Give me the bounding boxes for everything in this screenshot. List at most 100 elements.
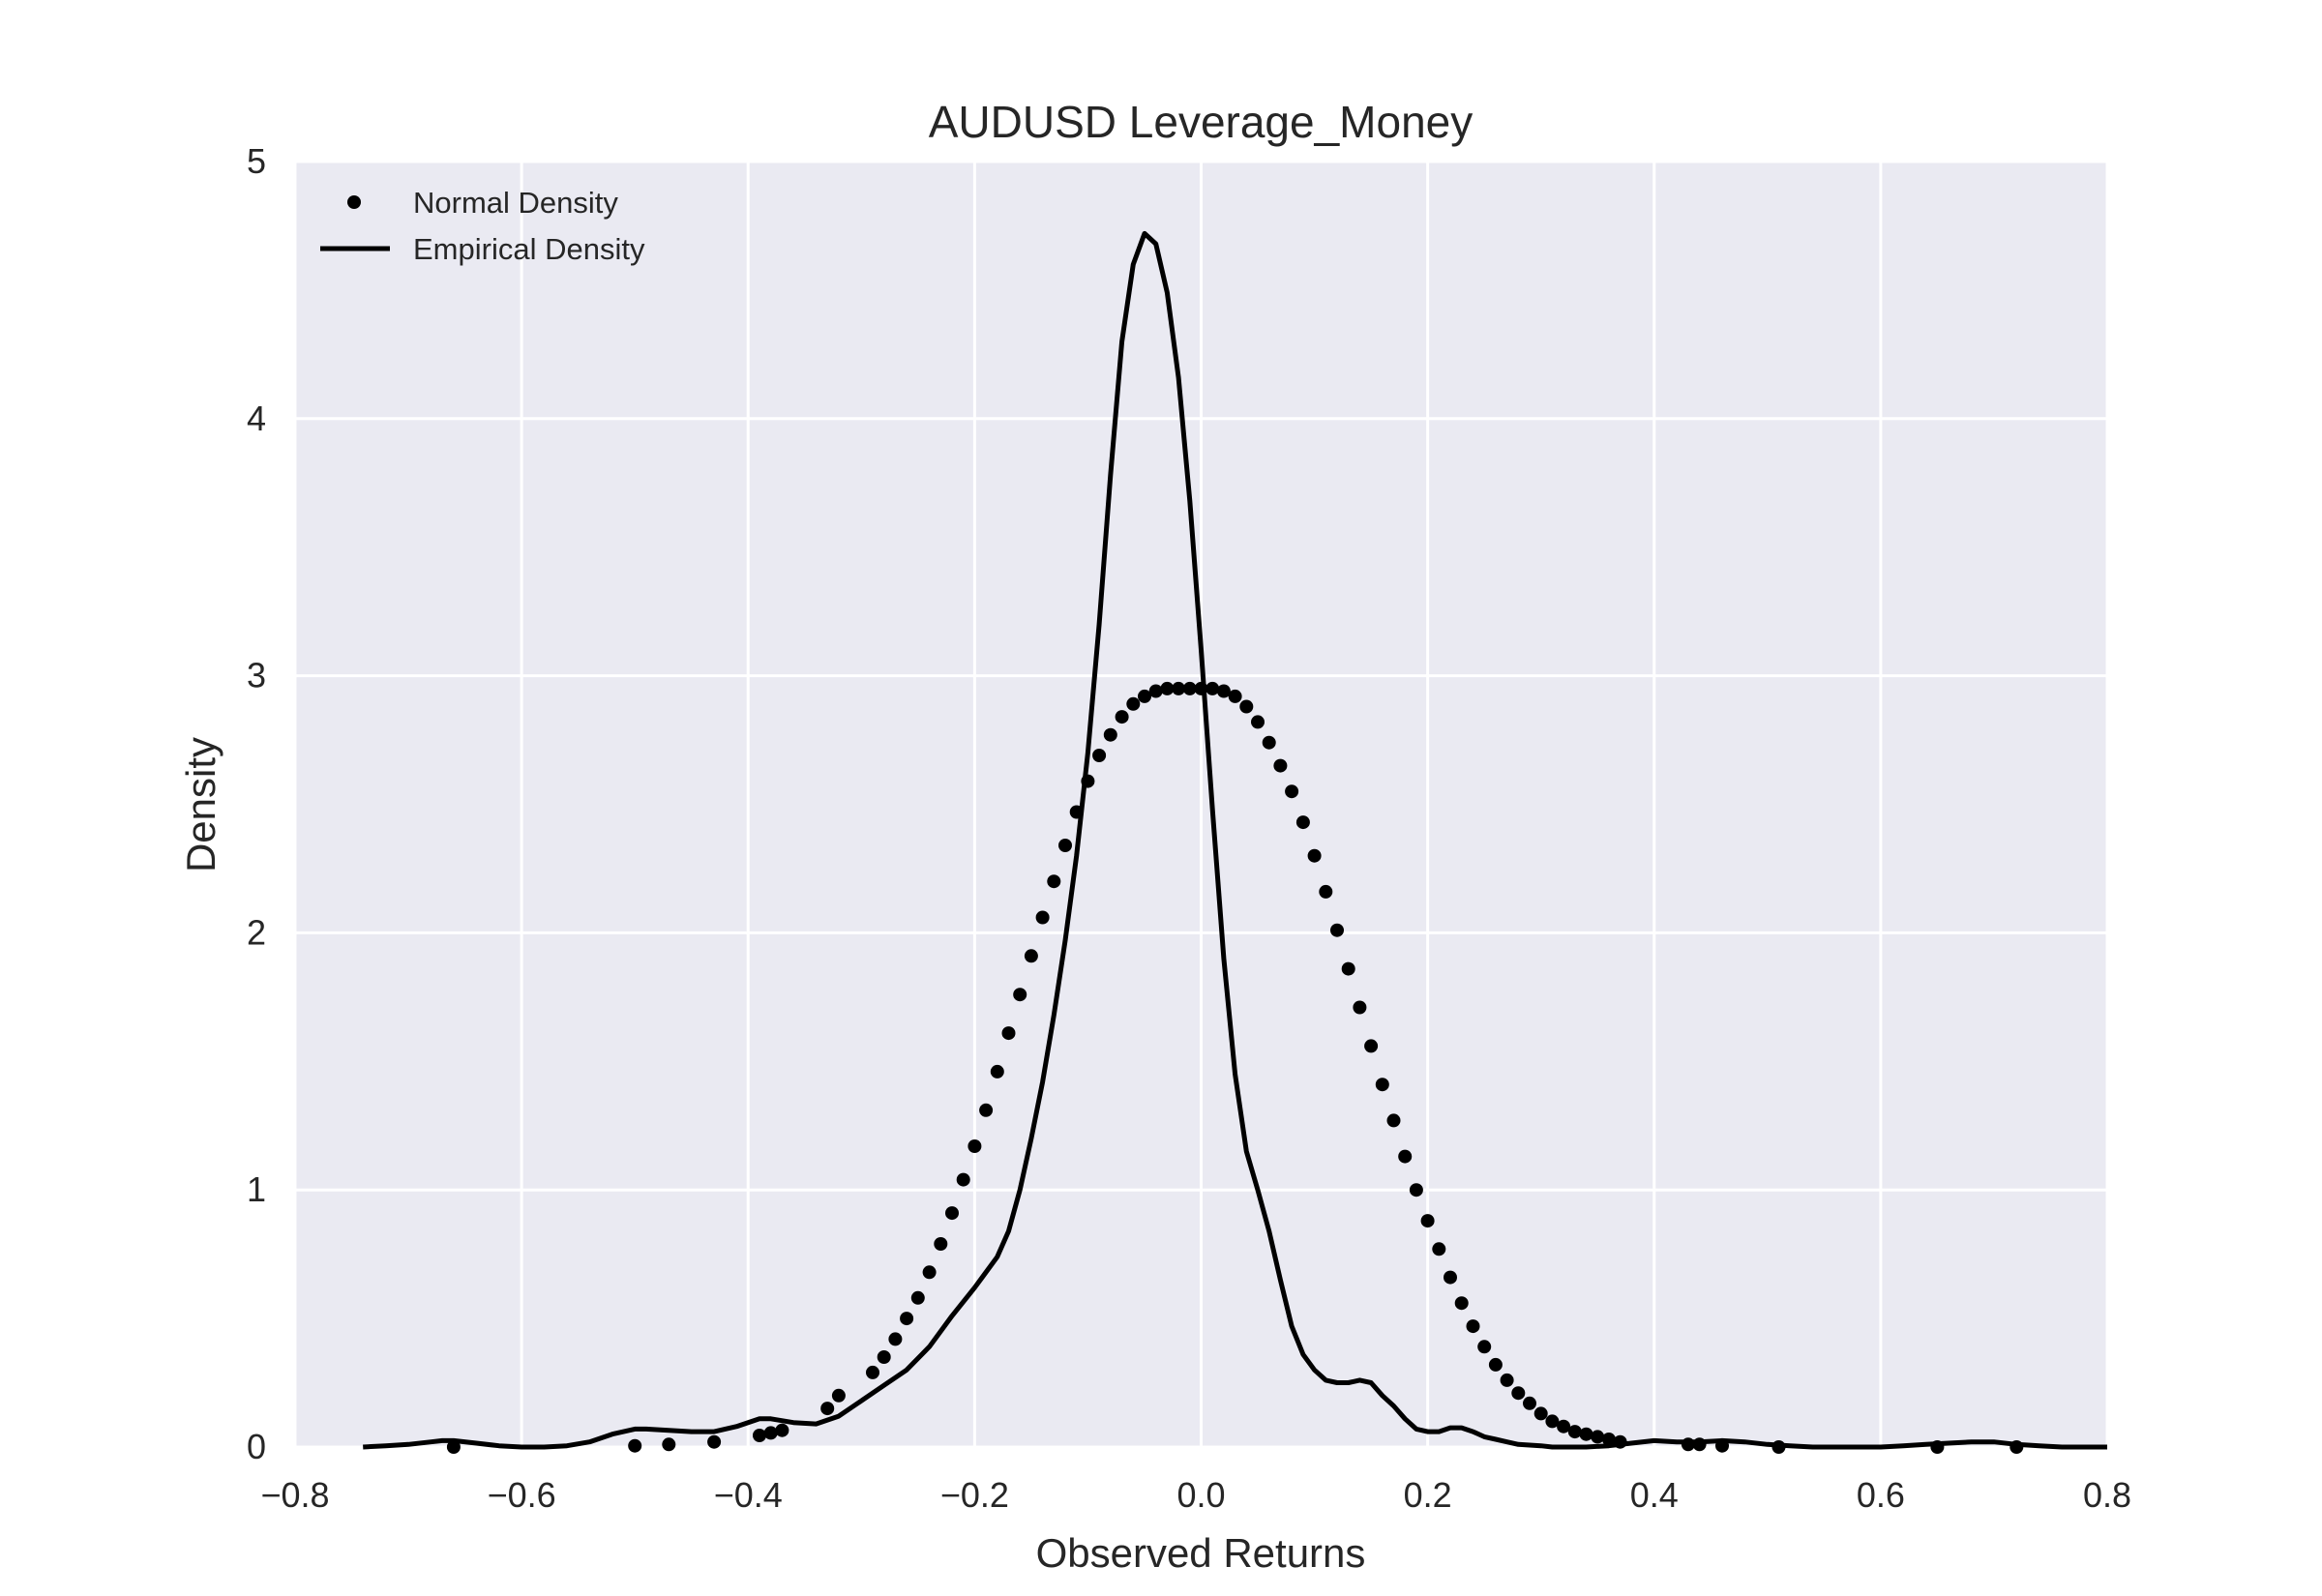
y-tick-label: 1 xyxy=(247,1169,266,1209)
normal-density-point xyxy=(1239,699,1254,714)
chart-title: AUDUSD Leverage_Money xyxy=(929,97,1474,147)
normal-density-point xyxy=(707,1434,722,1449)
normal-density-point xyxy=(1262,735,1276,750)
normal-density-point xyxy=(1069,805,1084,819)
normal-density-point xyxy=(1295,815,1310,830)
normal-density-point xyxy=(753,1429,766,1442)
normal-density-point xyxy=(1557,1419,1571,1433)
normal-density-point xyxy=(1567,1425,1582,1439)
normal-density-point xyxy=(1228,689,1242,703)
normal-density-point xyxy=(1115,710,1129,724)
normal-density-point xyxy=(1579,1427,1593,1441)
normal-density-point xyxy=(1511,1386,1526,1401)
x-tick-label: −0.4 xyxy=(714,1475,783,1515)
y-tick-label: 3 xyxy=(247,656,266,695)
x-tick-label: 0.4 xyxy=(1630,1475,1679,1515)
normal-density-point xyxy=(1024,949,1038,963)
legend: Normal Density Empirical Density xyxy=(320,186,645,266)
x-tick-label: 0.8 xyxy=(2083,1475,2131,1515)
normal-density-point xyxy=(1216,684,1231,698)
normal-density-point xyxy=(1375,1078,1389,1092)
normal-density-point xyxy=(1251,715,1265,729)
normal-density-point xyxy=(1035,910,1050,925)
normal-density-point xyxy=(1591,1430,1605,1444)
normal-density-point xyxy=(1081,774,1095,788)
normal-density-point xyxy=(1013,988,1027,1002)
normal-density-point xyxy=(1432,1242,1446,1256)
normal-density-point xyxy=(831,1388,846,1403)
x-tick-label: −0.6 xyxy=(488,1475,556,1515)
normal-density-point xyxy=(1341,961,1355,976)
normal-density-point xyxy=(877,1350,891,1364)
normal-density-point xyxy=(1148,684,1163,698)
x-tick-label: −0.8 xyxy=(260,1475,329,1515)
x-tick-label: 0.6 xyxy=(1857,1475,1905,1515)
normal-density-point xyxy=(628,1438,642,1453)
normal-density-point xyxy=(1533,1406,1548,1421)
normal-density-point xyxy=(1409,1183,1423,1197)
normal-density-point xyxy=(922,1265,937,1280)
normal-density-point xyxy=(1398,1149,1413,1164)
normal-density-point xyxy=(1420,1214,1435,1228)
legend-label-normal-density: Normal Density xyxy=(413,186,618,220)
normal-density-point xyxy=(1160,681,1175,695)
normal-density-point xyxy=(1353,1000,1367,1015)
normal-density-point xyxy=(1523,1396,1536,1410)
normal-density-point xyxy=(1194,681,1208,695)
normal-density-point xyxy=(1172,681,1186,695)
normal-density-point xyxy=(1206,681,1220,695)
y-tick-label: 2 xyxy=(247,912,266,952)
normal-density-point xyxy=(900,1312,914,1326)
normal-density-point xyxy=(1444,1270,1457,1285)
normal-density-point xyxy=(2009,1440,2024,1454)
normal-density-point xyxy=(1545,1414,1560,1429)
normal-density-point xyxy=(866,1365,879,1379)
normal-density-point xyxy=(1488,1357,1503,1372)
normal-density-point xyxy=(979,1103,994,1117)
y-tick-label: 4 xyxy=(247,399,266,438)
normal-density-point xyxy=(1930,1440,1945,1454)
normal-density-point xyxy=(1771,1440,1786,1454)
normal-density-point xyxy=(1454,1296,1469,1311)
normal-density-point xyxy=(1058,839,1072,852)
normal-density-point xyxy=(910,1290,925,1305)
x-tick-label: 0.2 xyxy=(1404,1475,1452,1515)
normal-density-point xyxy=(1285,784,1299,799)
legend-label-empirical-density: Empirical Density xyxy=(413,232,645,266)
normal-density-point xyxy=(1466,1319,1480,1334)
normal-density-point xyxy=(1386,1113,1401,1128)
normal-density-point xyxy=(1138,689,1151,703)
normal-density-point xyxy=(1715,1438,1729,1453)
normal-density-point xyxy=(968,1139,982,1153)
normal-density-point xyxy=(662,1437,676,1452)
normal-density-point xyxy=(446,1440,461,1454)
normal-density-point xyxy=(1319,884,1333,899)
normal-density-point xyxy=(1692,1437,1707,1452)
normal-density-point xyxy=(775,1423,789,1437)
normal-density-point xyxy=(945,1206,959,1221)
normal-density-point xyxy=(1182,681,1197,695)
y-axis-label: Density xyxy=(178,737,223,872)
normal-density-point xyxy=(1103,727,1117,742)
normal-density-point xyxy=(1500,1373,1514,1387)
normal-density-point xyxy=(1364,1039,1379,1053)
x-tick-label: 0.0 xyxy=(1176,1475,1225,1515)
normal-density-series xyxy=(446,681,2024,1454)
y-tick-label: 0 xyxy=(247,1427,266,1466)
normal-density-point xyxy=(1047,874,1061,889)
normal-density-point xyxy=(956,1172,970,1187)
normal-density-point xyxy=(888,1332,903,1346)
normal-density-point xyxy=(1092,749,1107,762)
normal-density-point xyxy=(1330,923,1344,937)
x-tick-label: −0.2 xyxy=(940,1475,1009,1515)
normal-density-point xyxy=(1601,1433,1616,1446)
normal-density-point xyxy=(763,1426,778,1440)
normal-density-point xyxy=(934,1237,948,1251)
normal-density-point xyxy=(1126,696,1141,711)
y-tick-label: 5 xyxy=(247,141,266,181)
normal-density-point xyxy=(990,1064,1004,1079)
x-axis-ticks: −0.8 −0.6 −0.4 −0.2 0.0 0.2 0.4 0.6 0.8 xyxy=(260,1475,2131,1515)
normal-density-point xyxy=(1307,848,1322,863)
normal-density-point xyxy=(1477,1340,1492,1354)
